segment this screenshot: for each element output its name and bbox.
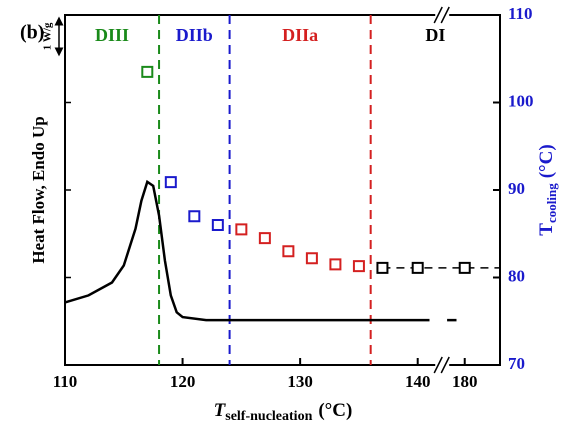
region-label: DIIb	[176, 25, 213, 45]
data-point	[305, 252, 318, 265]
axis-break-mark	[433, 356, 443, 374]
y2-axis-label-sub: cooling	[544, 183, 559, 223]
x-tick-label: 120	[170, 372, 196, 391]
y2-axis-label-main: T	[536, 223, 557, 236]
y2-tick-label: 80	[508, 266, 525, 285]
y2-tick-label: 90	[508, 179, 525, 198]
region-label: DI	[425, 25, 445, 45]
y2-tick-label: 110	[508, 4, 533, 23]
data-point	[376, 261, 389, 274]
data-point	[235, 223, 248, 236]
panel-label: (b)	[20, 22, 44, 44]
region-label: DIII	[95, 25, 129, 45]
y-axis-label: Heat Flow, Endo Up	[29, 116, 48, 263]
data-point	[141, 65, 154, 78]
data-point	[458, 261, 471, 274]
data-point	[164, 176, 177, 189]
x-axis-label-sub: self-nucleation	[225, 409, 312, 424]
axis-break-mark	[440, 6, 450, 24]
y2-tick-label: 70	[508, 354, 525, 373]
plot-frame	[64, 14, 501, 366]
axis-break-gap	[435, 361, 450, 369]
region-label: DIIa	[282, 25, 318, 45]
data-point	[188, 210, 201, 223]
axis-break-mark	[440, 356, 450, 374]
x-tick-label: 180	[452, 372, 478, 391]
y2-axis-label: Tcooling (°C)	[536, 144, 559, 235]
y2-tick-label: 100	[508, 91, 534, 110]
data-point	[352, 260, 365, 273]
data-point	[258, 232, 271, 245]
data-point	[282, 245, 295, 258]
x-tick-label: 140	[405, 372, 431, 391]
x-tick-label: 110	[53, 372, 78, 391]
scale-bar-label: 1 W/g	[42, 22, 54, 50]
data-point	[329, 258, 342, 271]
x-axis-label-unit: (°C)	[318, 400, 352, 421]
y2-axis-label-unit: (°C)	[536, 144, 557, 178]
axis-break-mark	[433, 6, 443, 24]
data-point	[411, 261, 424, 274]
axis-break-gap	[435, 11, 450, 19]
data-point	[211, 219, 224, 231]
x-tick-label: 130	[287, 372, 313, 391]
x-axis-label-main: T	[214, 400, 227, 421]
x-axis-label: Tself-nucleation (°C)	[214, 400, 353, 424]
dsc-curve	[64, 179, 457, 322]
